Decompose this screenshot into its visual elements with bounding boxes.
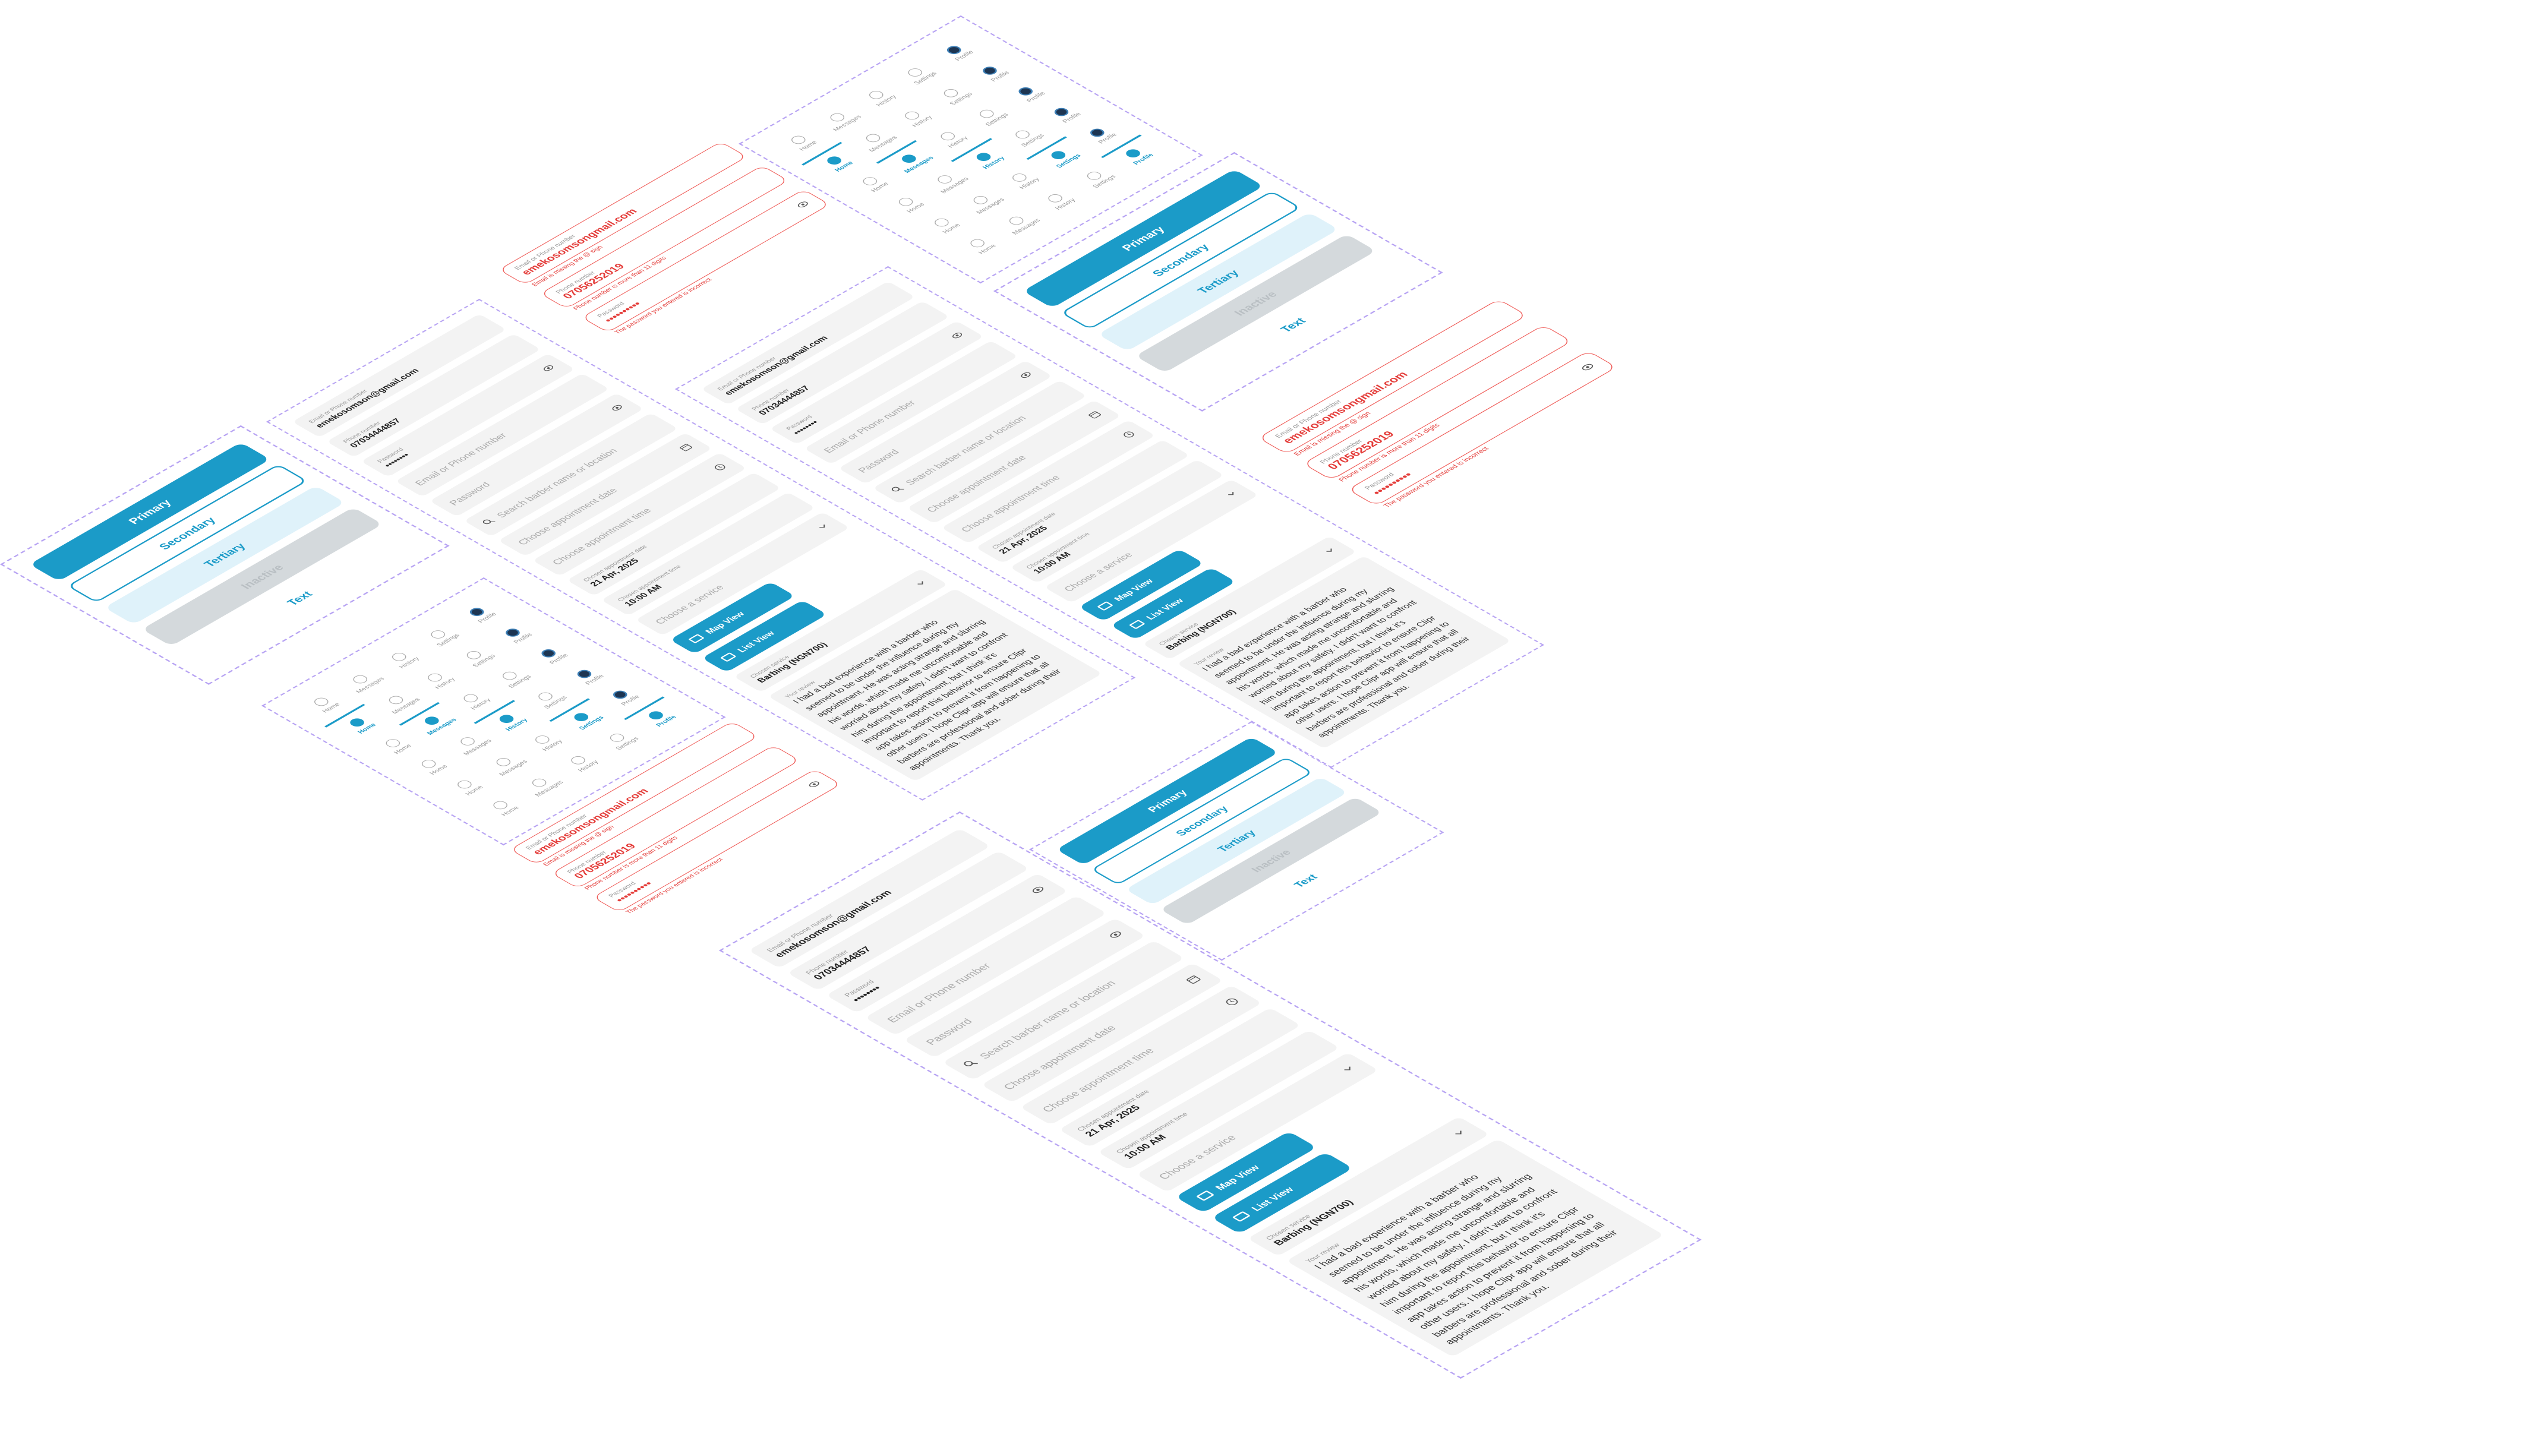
input-field: Choose appointment date <box>498 432 712 557</box>
error-field: Password •••••••••• <box>592 769 842 913</box>
input-field: Search barber name or location <box>463 413 679 537</box>
clock-icon <box>1226 998 1238 1006</box>
button-icon <box>1232 1211 1251 1222</box>
eye-icon <box>1110 931 1121 938</box>
button-icon <box>1097 601 1113 611</box>
calendar-icon <box>1186 975 1201 984</box>
chevron-icon <box>1344 1066 1351 1070</box>
eye-icon <box>612 405 622 411</box>
filled-field: Password •••••••• <box>769 321 984 445</box>
search-icon <box>482 519 496 525</box>
input-field: Password <box>838 360 1053 484</box>
clock-icon <box>715 464 725 470</box>
error-field: Password •••••••••• <box>1347 350 1617 507</box>
error-fields: Email or Phone number emekosomsongmail.co… <box>498 141 845 342</box>
input-field: Choose appointment date <box>981 962 1223 1103</box>
input-field: Search barber name or location <box>942 940 1185 1081</box>
input-field: Password <box>429 393 644 517</box>
eye-icon <box>1582 364 1593 370</box>
button-label: List View <box>1248 1185 1296 1213</box>
eye-icon <box>1021 372 1031 378</box>
chevron-icon <box>819 525 825 528</box>
form-set: Email or Phone number emekosomson@gmail.c… <box>675 266 1544 768</box>
chevron-icon <box>1455 1130 1462 1135</box>
button-label: Map View <box>702 609 747 636</box>
chevron-icon <box>917 581 923 585</box>
calendar-icon <box>680 444 693 451</box>
eye-icon <box>809 781 819 787</box>
input-field: Choose appointment time <box>941 419 1156 544</box>
form-set: Email or Phone number emekosomson@gmail.c… <box>266 299 1135 801</box>
input-field: Password <box>903 918 1146 1058</box>
button-icon <box>720 652 737 662</box>
button-label: Map View <box>1212 1163 1262 1192</box>
button-label: List View <box>734 629 777 654</box>
form-set: Email or Phone number emekosomson@gmail.c… <box>719 811 1702 1379</box>
service-dropdown: Choose a service <box>1044 479 1258 603</box>
search-icon <box>964 1061 978 1066</box>
button-icon <box>688 634 705 644</box>
button-label: Map View <box>1111 577 1156 603</box>
chevron-icon <box>1228 492 1234 495</box>
input-field: Choose appointment date <box>907 400 1121 524</box>
error-fields: Email or Phone number emekosomsongmail.co… <box>510 721 856 921</box>
chosen-service: Chosen service Barbing (NGN700) <box>1247 1116 1490 1256</box>
chosen-service: Chosen service Barbing (NGN700) <box>733 568 948 693</box>
chosen-service: Chosen service Barbing (NGN700) <box>1142 536 1357 660</box>
filled-field: Password •••••••• <box>361 353 575 478</box>
clock-icon <box>1124 431 1134 438</box>
error-field: Password •••••••••• <box>581 189 831 333</box>
eye-icon <box>952 333 963 339</box>
input-field: Search barber name or location <box>872 380 1087 504</box>
chevron-icon <box>1326 548 1332 552</box>
button-label: List View <box>1143 596 1186 621</box>
button-icon <box>1195 1190 1215 1201</box>
button-icon <box>1128 620 1146 630</box>
filled-field: Password •••••••• <box>826 873 1068 1013</box>
input-field: Choose appointment time <box>1020 985 1263 1125</box>
error-fields: Email or Phone number emekosomsongmail.co… <box>1258 299 1633 516</box>
eye-icon <box>1032 886 1044 893</box>
eye-icon <box>797 201 808 207</box>
service-dropdown: Choose a service <box>1136 1052 1379 1192</box>
calendar-icon <box>1088 411 1102 419</box>
search-icon <box>891 487 904 492</box>
eye-icon <box>544 365 554 371</box>
input-field: Choose appointment time <box>532 452 747 576</box>
service-dropdown: Choose a service <box>635 511 850 636</box>
